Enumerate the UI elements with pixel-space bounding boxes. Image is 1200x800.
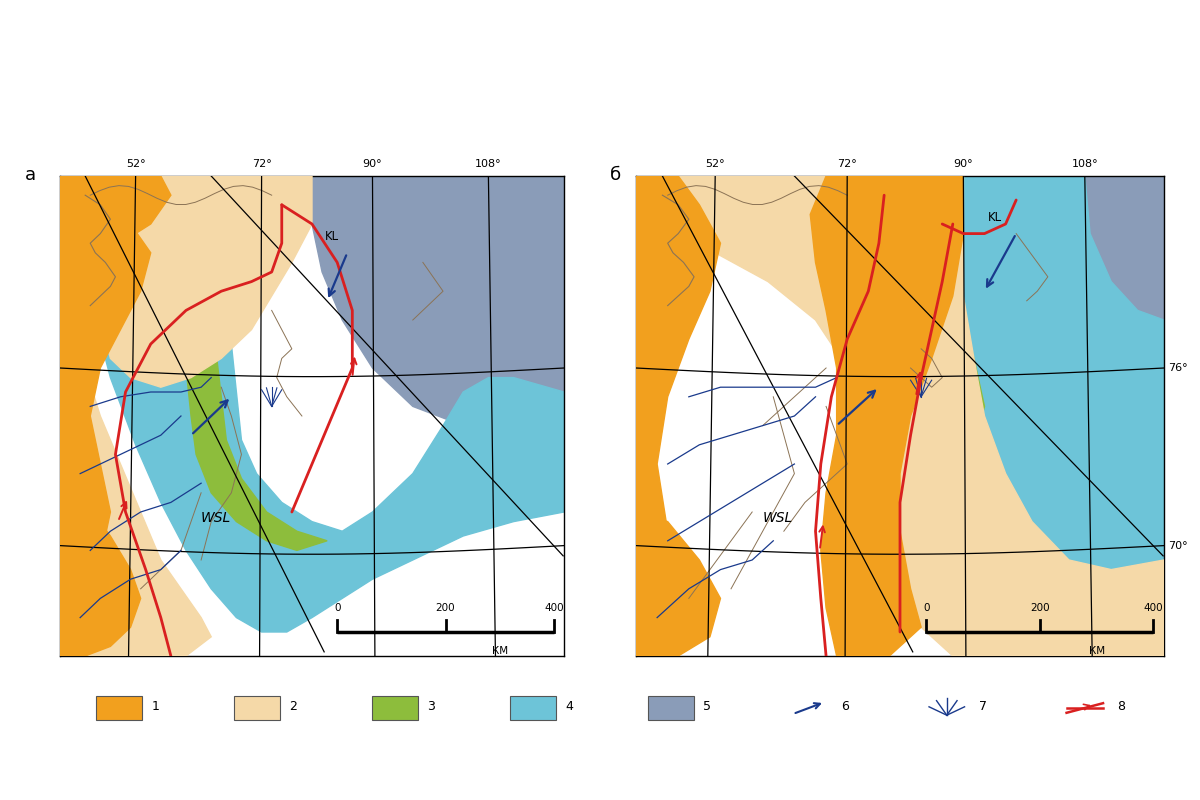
- Text: 6: 6: [841, 700, 850, 713]
- Text: 90°: 90°: [954, 159, 973, 169]
- Polygon shape: [60, 488, 140, 656]
- Text: 0: 0: [334, 603, 341, 613]
- Polygon shape: [60, 176, 151, 656]
- Text: WSL: WSL: [763, 510, 793, 525]
- Text: КМ: КМ: [492, 646, 508, 656]
- Text: 70°: 70°: [1169, 541, 1188, 550]
- Polygon shape: [636, 512, 720, 656]
- Text: KL: KL: [988, 211, 1002, 224]
- Text: 2: 2: [289, 700, 298, 713]
- Polygon shape: [312, 176, 564, 426]
- Text: 1: 1: [151, 700, 160, 713]
- Polygon shape: [1085, 176, 1164, 320]
- Text: КМ: КМ: [1088, 646, 1105, 656]
- Text: 400: 400: [1144, 603, 1163, 613]
- Polygon shape: [60, 176, 170, 253]
- Text: б: б: [610, 166, 620, 184]
- Text: 76°: 76°: [1169, 363, 1188, 373]
- Polygon shape: [60, 176, 312, 656]
- Text: 52°: 52°: [126, 159, 145, 169]
- Text: 108°: 108°: [1072, 159, 1098, 169]
- Polygon shape: [636, 176, 1164, 656]
- Text: 400: 400: [544, 603, 564, 613]
- Text: 72°: 72°: [838, 159, 857, 169]
- Text: 200: 200: [436, 603, 455, 613]
- Text: 90°: 90°: [362, 159, 383, 169]
- Polygon shape: [922, 310, 984, 454]
- Text: 72°: 72°: [252, 159, 271, 169]
- Text: 3: 3: [427, 700, 436, 713]
- Polygon shape: [964, 176, 1164, 570]
- Text: KL: KL: [325, 230, 340, 243]
- Text: 8: 8: [1117, 700, 1126, 713]
- Text: 52°: 52°: [706, 159, 725, 169]
- Polygon shape: [810, 176, 964, 656]
- Text: 0: 0: [923, 603, 930, 613]
- Polygon shape: [636, 176, 720, 656]
- Text: 108°: 108°: [475, 159, 502, 169]
- Text: WSL: WSL: [202, 510, 232, 525]
- Text: 7: 7: [979, 700, 988, 713]
- Polygon shape: [90, 214, 564, 632]
- Text: 5: 5: [703, 700, 712, 713]
- Text: 200: 200: [1030, 603, 1050, 613]
- Polygon shape: [101, 229, 328, 550]
- Text: 4: 4: [565, 700, 574, 713]
- Text: а: а: [25, 166, 36, 184]
